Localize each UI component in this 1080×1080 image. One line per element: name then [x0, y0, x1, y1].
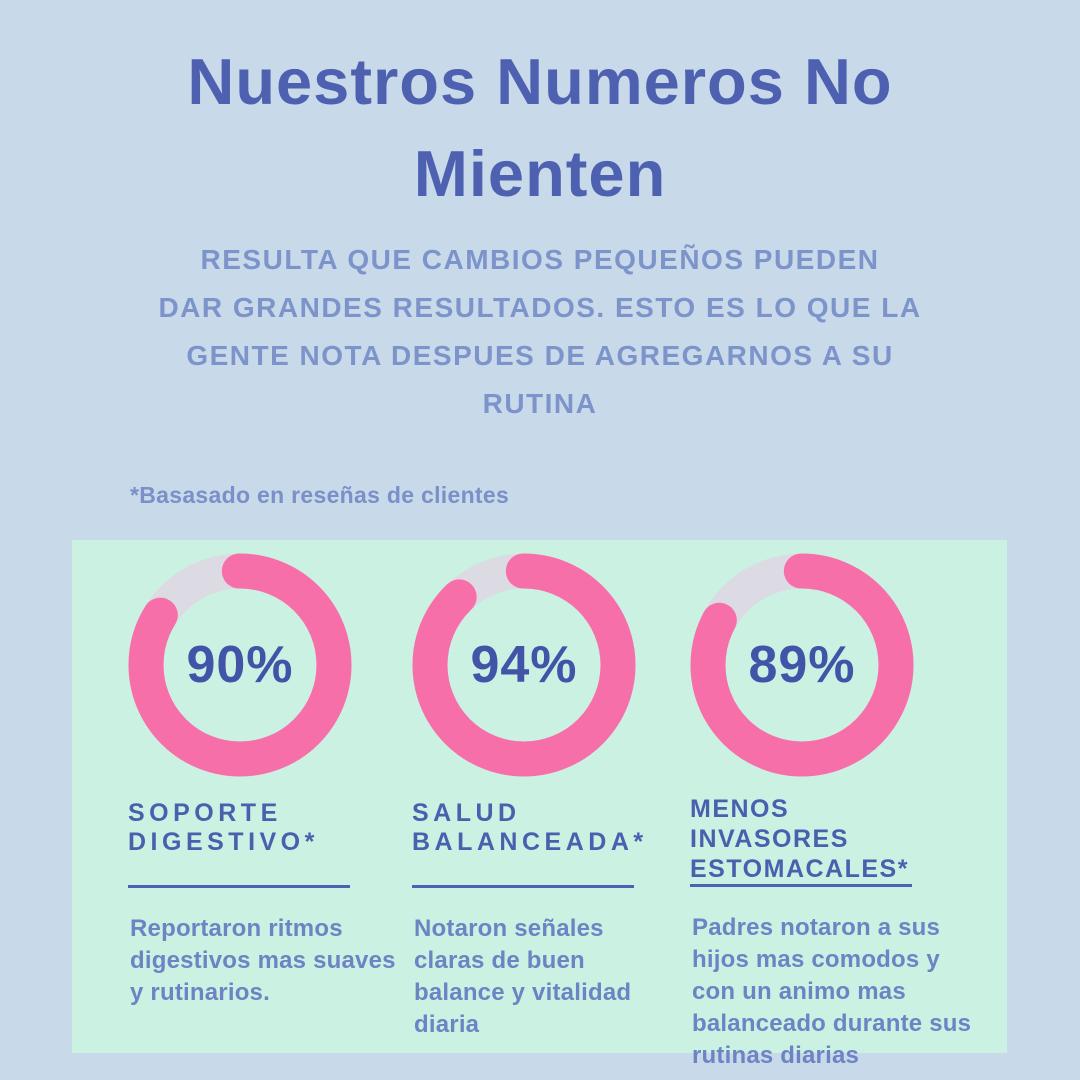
divider-line [412, 885, 634, 888]
percent-label: 90% [186, 636, 294, 694]
stat-description: Notaron señales claras de buen balance y… [414, 915, 632, 1038]
stats-panel: 90% SOPORTE DIGESTIVO* Reportaron ritmos… [72, 540, 1007, 1069]
stat-card-menos-invasores: 89% MENOS INVASORES ESTOMACALES* Padres … [690, 553, 1007, 1072]
donut-ring-svg [412, 553, 636, 777]
percent-label: 89% [748, 636, 856, 694]
footnote: *Basasado en reseñas de clientes [130, 482, 510, 508]
divider-line [128, 885, 350, 888]
donut-chart-2: 94% [412, 553, 636, 777]
stat-description: Reportaron ritmos digestivos mas suaves … [130, 915, 396, 1006]
stat-heading: SOPORTE DIGESTIVO* [128, 799, 319, 856]
stat-card-soporte-digestivo: 90% SOPORTE DIGESTIVO* Reportaron ritmos… [128, 553, 412, 1072]
donut-ring-svg [128, 553, 352, 777]
stat-card-salud-balanceada: 94% SALUD BALANCEADA* Notaron señales cl… [412, 553, 690, 1072]
stat-description: Padres notaron a sus hijos mas comodos y… [692, 914, 972, 1069]
page-title: Nuestros Numeros No Mienten [187, 45, 893, 210]
donut-chart-1: 90% [128, 553, 352, 777]
donut-chart-3: 89% [690, 553, 914, 777]
subtitle: RESULTA QUE CAMBIOS PEQUEÑOS PUEDEN DAR … [158, 244, 922, 419]
stat-heading: SALUD BALANCEADA* [412, 799, 648, 856]
stat-heading: MENOS INVASORES ESTOMACALES* [690, 795, 909, 883]
donut-fill [128, 553, 352, 777]
donut-fill [690, 553, 914, 777]
donut-fill [412, 553, 636, 777]
divider-line [690, 884, 912, 887]
donut-ring-svg [690, 553, 914, 777]
percent-label: 94% [470, 636, 578, 694]
